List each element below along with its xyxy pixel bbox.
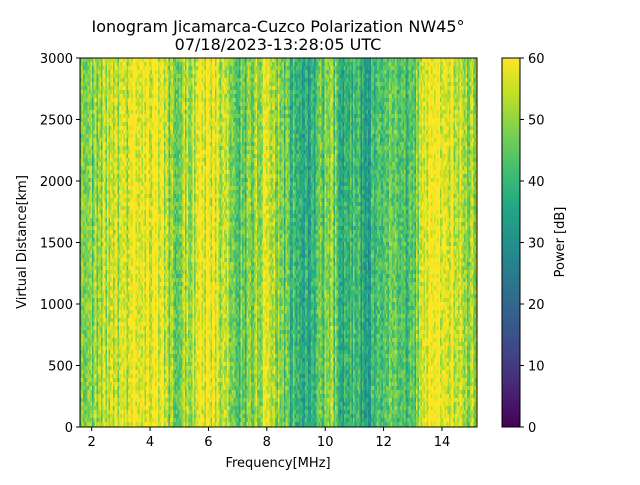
chart-title: Ionogram Jicamarca-Cuzco Polarization NW… (91, 17, 464, 36)
heatmap-plot-area (80, 58, 478, 430)
chart-subtitle: 07/18/2023-13:28:05 UTC (175, 35, 382, 54)
